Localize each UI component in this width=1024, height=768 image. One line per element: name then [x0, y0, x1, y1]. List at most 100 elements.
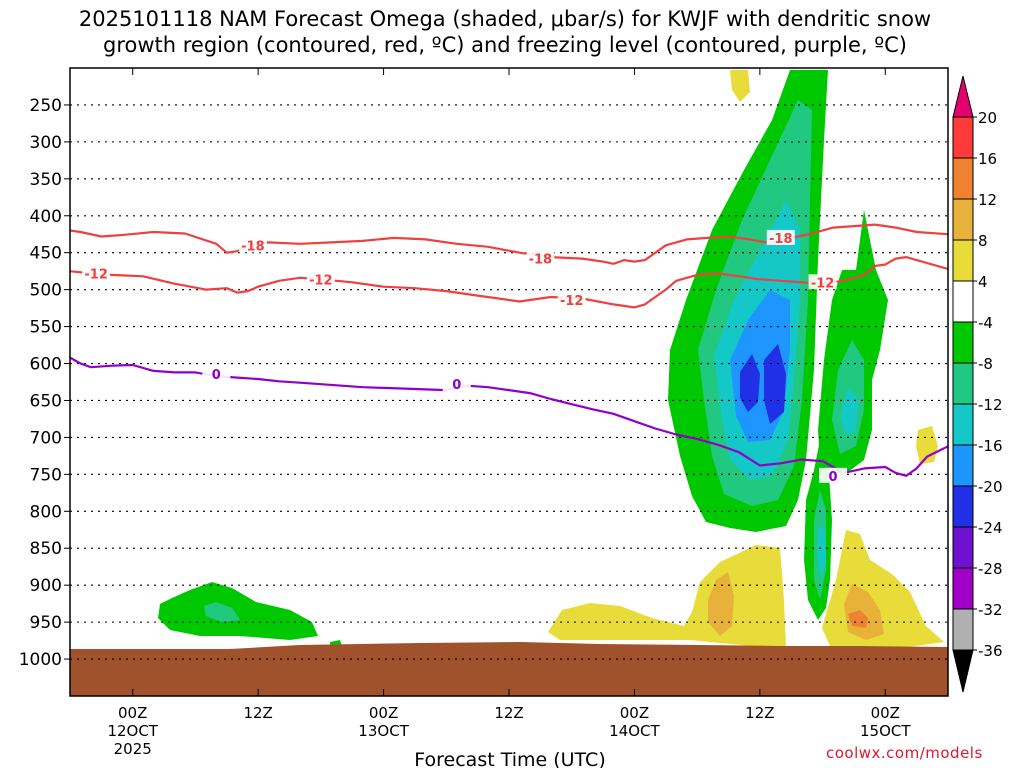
- colorbar: 20 16 12 8 4 -4 -8 -12 -16 -20 -24 -28 -32 -36: [952, 75, 1003, 693]
- y-tick-label: 550: [30, 318, 62, 338]
- contour-label: -12: [811, 276, 835, 291]
- colorbar-segment: [952, 116, 974, 159]
- colorbar-label: -32: [978, 601, 1003, 619]
- y-tick-label: 900: [30, 576, 62, 596]
- y-tick-label: 1000: [19, 650, 62, 670]
- colorbar-label: 4: [978, 273, 988, 291]
- omega-shading: [70, 70, 948, 696]
- contour-label-bg: [202, 365, 231, 381]
- ground-terrain: [70, 642, 948, 696]
- colorbar-segment: [952, 608, 974, 651]
- contour-label-bg: [526, 250, 555, 266]
- omega-negative-12-region: [840, 388, 858, 436]
- y-axis: 250 300 350 400 450 500 550 600 650 700 750 800 850 9…: [19, 96, 70, 670]
- contour-label-bg: [306, 271, 335, 287]
- colorbar-segment: [952, 444, 974, 487]
- y-tick-label: 500: [30, 281, 62, 301]
- y-tick-label: 800: [30, 502, 62, 522]
- x-tick-label: 14OCT: [609, 722, 660, 740]
- omega-negative-20-region: [740, 354, 760, 412]
- omega-negative-12-region: [818, 526, 826, 580]
- colorbar-segment: [952, 239, 974, 282]
- contour-label-bg: [442, 376, 471, 392]
- x-tick-label: 2025: [114, 740, 152, 758]
- colorbar-label: -4: [978, 314, 993, 332]
- y-tick-label: 850: [30, 539, 62, 559]
- contour-label: 0: [452, 378, 461, 393]
- x-tick-label: 12Z: [494, 704, 523, 722]
- colorbar-top-arrow: [952, 75, 974, 118]
- x-tick-label: 13OCT: [358, 722, 409, 740]
- contour-labels: -18 -18 -18 -12 -12 -12 -12 0 0 0: [82, 229, 848, 485]
- omega-positive-4-region: [730, 70, 750, 102]
- colorbar-label: -28: [978, 560, 1003, 578]
- x-tick-label: 12Z: [745, 704, 774, 722]
- title-line-1: 2025101118 NAM Forecast Omega (shaded, μ…: [78, 7, 932, 31]
- contour-label: -18: [241, 239, 265, 254]
- x-tick-label: 12Z: [243, 704, 272, 722]
- x-tick-label: 00Z: [369, 704, 398, 722]
- colorbar-segment: [952, 321, 974, 364]
- contour-label-bg: [819, 467, 848, 483]
- credit-text: coolwx.com/models: [826, 744, 983, 762]
- colorbar-label: -8: [978, 355, 993, 373]
- colorbar-segment: [952, 403, 974, 446]
- contour-label: 0: [829, 470, 838, 485]
- colorbar-label: 8: [978, 232, 988, 250]
- omega-positive-8-region: [708, 572, 734, 636]
- y-tick-label: 400: [30, 207, 62, 227]
- colorbar-segment: [952, 157, 974, 200]
- colorbar-bottom-arrow: [952, 649, 974, 693]
- y-tick-label: 950: [30, 613, 62, 633]
- y-tick-label: 700: [30, 428, 62, 448]
- colorbar-label: 16: [978, 150, 997, 168]
- contour-label: 0: [212, 368, 221, 383]
- y-tick-label: 350: [30, 170, 62, 190]
- colorbar-label: -12: [978, 396, 1003, 414]
- x-tick-label: 00Z: [620, 704, 649, 722]
- chart-title: 2025101118 NAM Forecast Omega (shaded, μ…: [0, 6, 1010, 58]
- colorbar-segment: [952, 280, 974, 323]
- contour-label: -18: [769, 232, 793, 247]
- y-tick-label: 250: [30, 96, 62, 116]
- title-line-2: growth region (contoured, red, ºC) and f…: [103, 33, 907, 57]
- colorbar-label: -24: [978, 519, 1003, 537]
- x-tick-label: 15OCT: [860, 722, 911, 740]
- colorbar-segment: [952, 567, 974, 610]
- contour-label: -12: [84, 267, 108, 282]
- contour-label-bg: [557, 291, 586, 307]
- colorbar-label: -36: [978, 642, 1003, 660]
- y-tick-label: 750: [30, 465, 62, 485]
- colorbar-segment: [952, 485, 974, 528]
- colorbar-segment: [952, 198, 974, 241]
- colorbar-segment: [952, 526, 974, 569]
- x-tick-label: 00Z: [118, 704, 147, 722]
- y-tick-label: 300: [30, 133, 62, 153]
- y-tick-label: 600: [30, 355, 62, 375]
- omega-negative-4-region: [158, 582, 318, 640]
- contour-label-bg: [238, 237, 267, 253]
- contour-label: -12: [560, 294, 584, 309]
- colorbar-label: -20: [978, 478, 1003, 496]
- x-tick-label: 12OCT: [107, 722, 158, 740]
- contour-line: [70, 223, 948, 265]
- omega-negative-20-region: [764, 344, 786, 424]
- contour-label-bg: [766, 229, 795, 245]
- y-tick-label: 450: [30, 244, 62, 264]
- x-tick-label: 00Z: [871, 704, 900, 722]
- omega-positive-4-region: [548, 545, 786, 648]
- contour-label: -18: [529, 253, 553, 268]
- colorbar-label: -16: [978, 437, 1003, 455]
- colorbar-label: 12: [978, 191, 997, 209]
- contour-label-bg: [82, 265, 111, 281]
- omega-positive-12-region: [848, 610, 868, 628]
- contour-label-bg: [808, 274, 837, 290]
- colorbar-label: 20: [978, 109, 997, 127]
- colorbar-segment: [952, 362, 974, 405]
- contour-line: [70, 356, 948, 477]
- y-tick-label: 650: [30, 391, 62, 411]
- x-axis-label: Forecast Time (UTC): [414, 749, 605, 768]
- contour-label: -12: [309, 273, 333, 288]
